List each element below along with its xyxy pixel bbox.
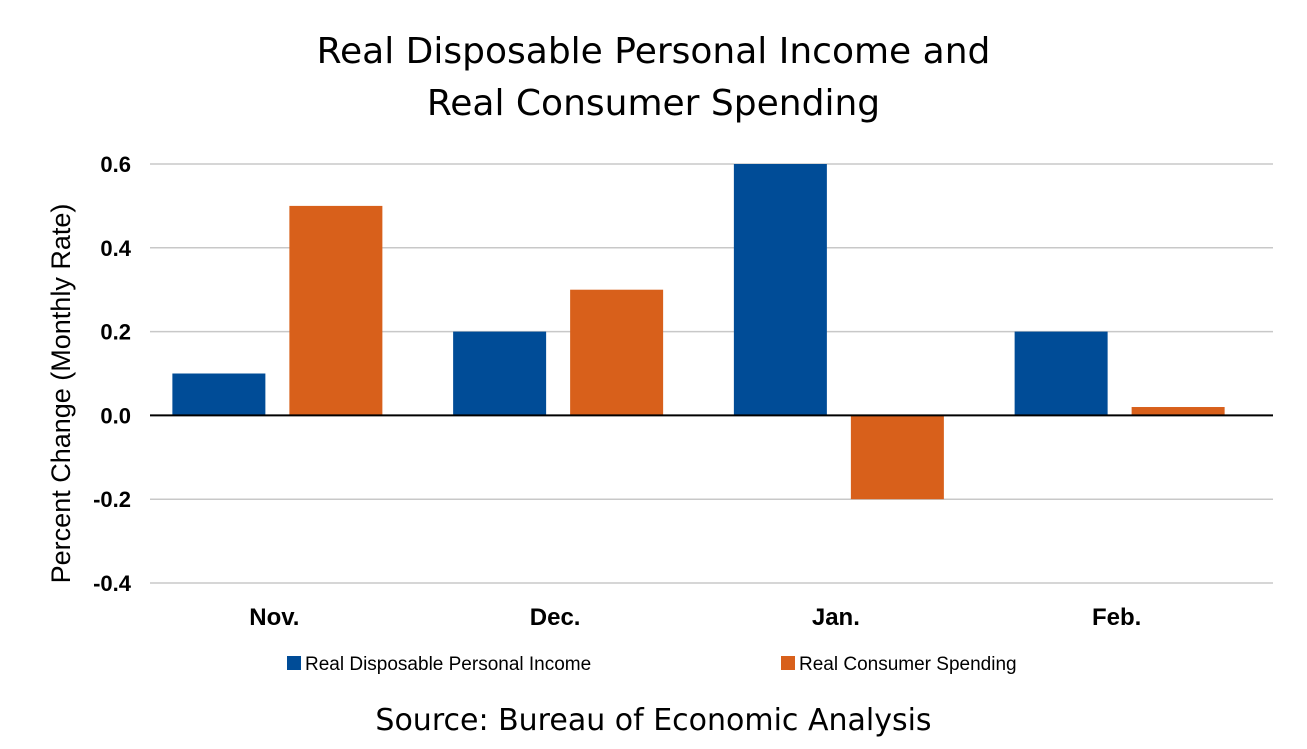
legend-label: Real Disposable Personal Income [305, 654, 591, 675]
bars [172, 164, 1225, 500]
y-axis-label: Percent Change (Monthly Rate) [46, 204, 76, 584]
bar [172, 373, 266, 416]
chart-title: Real Disposable Personal Income and Real… [0, 26, 1307, 130]
y-tick-label: 0.0 [100, 403, 131, 428]
chart-title-line-1: Real Disposable Personal Income and [316, 31, 991, 72]
bar [850, 415, 944, 500]
y-tick-label: -0.2 [93, 487, 131, 512]
legend-swatch [287, 656, 301, 670]
source-note: Source: Bureau of Economic Analysis [375, 703, 932, 738]
legend-label: Real Consumer Spending [799, 654, 1017, 675]
bar [570, 289, 664, 416]
legend-swatch [781, 656, 795, 670]
x-tick-label: Nov. [249, 604, 299, 631]
bar [289, 205, 383, 416]
chart-title-line-2: Real Consumer Spending [426, 83, 881, 124]
axis-labels: 0.6 0.4 0.2 0.0 -0.2 -0.4 Nov. Dec. Jan. Feb. Perc… [46, 152, 1141, 631]
bar [1014, 331, 1108, 416]
y-tick-label: 0.6 [100, 152, 131, 177]
x-tick-label: Jan. [812, 604, 860, 631]
y-tick-label: 0.4 [100, 236, 131, 261]
y-tick-label: 0.2 [100, 320, 131, 345]
bar [453, 331, 547, 416]
x-tick-label: Feb. [1092, 604, 1141, 631]
bar [733, 164, 827, 416]
bar [1131, 407, 1225, 416]
x-tick-label: Dec. [530, 604, 581, 631]
legend: Real Disposable Personal Income Real Cons… [287, 654, 1017, 675]
y-tick-label: -0.4 [93, 571, 132, 596]
